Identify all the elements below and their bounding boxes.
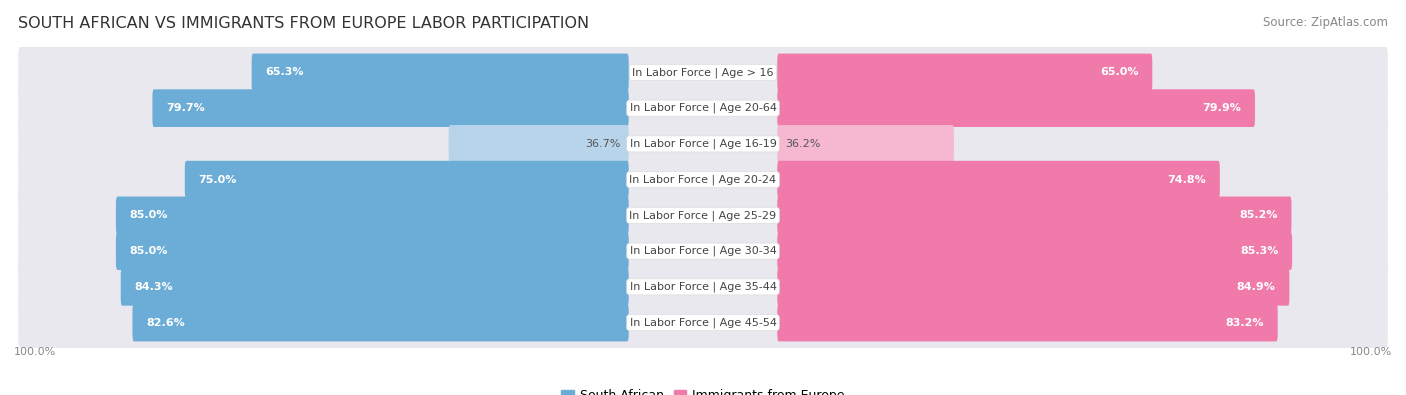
Text: 36.7%: 36.7% [585,139,620,149]
FancyBboxPatch shape [778,268,1289,306]
Text: Source: ZipAtlas.com: Source: ZipAtlas.com [1263,16,1388,29]
FancyBboxPatch shape [152,89,628,127]
Text: 100.0%: 100.0% [14,347,56,357]
Text: 85.2%: 85.2% [1239,211,1278,220]
Text: In Labor Force | Age 16-19: In Labor Force | Age 16-19 [630,139,776,149]
Text: 83.2%: 83.2% [1225,318,1264,327]
FancyBboxPatch shape [18,188,1388,243]
FancyBboxPatch shape [18,117,1388,171]
FancyBboxPatch shape [778,54,1153,91]
FancyBboxPatch shape [252,54,628,91]
Text: 84.3%: 84.3% [135,282,173,292]
Text: 75.0%: 75.0% [198,175,238,184]
Text: 85.3%: 85.3% [1240,246,1278,256]
FancyBboxPatch shape [115,232,628,270]
Text: 85.0%: 85.0% [129,246,169,256]
FancyBboxPatch shape [18,152,1388,207]
FancyBboxPatch shape [18,260,1388,314]
FancyBboxPatch shape [778,232,1292,270]
Text: 65.0%: 65.0% [1099,68,1139,77]
Text: In Labor Force | Age 35-44: In Labor Force | Age 35-44 [630,282,776,292]
FancyBboxPatch shape [18,45,1388,100]
FancyBboxPatch shape [778,89,1256,127]
FancyBboxPatch shape [778,304,1278,341]
FancyBboxPatch shape [18,295,1388,350]
FancyBboxPatch shape [18,81,1388,135]
FancyBboxPatch shape [449,125,628,163]
Text: In Labor Force | Age > 16: In Labor Force | Age > 16 [633,67,773,78]
Text: 36.2%: 36.2% [786,139,821,149]
Text: In Labor Force | Age 30-34: In Labor Force | Age 30-34 [630,246,776,256]
FancyBboxPatch shape [121,268,628,306]
Text: 79.7%: 79.7% [166,103,205,113]
Text: In Labor Force | Age 20-24: In Labor Force | Age 20-24 [630,174,776,185]
FancyBboxPatch shape [132,304,628,341]
Text: In Labor Force | Age 20-64: In Labor Force | Age 20-64 [630,103,776,113]
Text: In Labor Force | Age 25-29: In Labor Force | Age 25-29 [630,210,776,221]
Text: SOUTH AFRICAN VS IMMIGRANTS FROM EUROPE LABOR PARTICIPATION: SOUTH AFRICAN VS IMMIGRANTS FROM EUROPE … [18,16,589,31]
FancyBboxPatch shape [778,125,953,163]
Text: 74.8%: 74.8% [1167,175,1206,184]
Legend: South African, Immigrants from Europe: South African, Immigrants from Europe [555,384,851,395]
FancyBboxPatch shape [778,161,1220,198]
Text: 79.9%: 79.9% [1202,103,1241,113]
FancyBboxPatch shape [115,197,628,234]
Text: 65.3%: 65.3% [266,68,304,77]
Text: In Labor Force | Age 45-54: In Labor Force | Age 45-54 [630,317,776,328]
Text: 100.0%: 100.0% [1350,347,1392,357]
Text: 84.9%: 84.9% [1237,282,1275,292]
FancyBboxPatch shape [778,197,1292,234]
FancyBboxPatch shape [184,161,628,198]
FancyBboxPatch shape [18,224,1388,278]
Text: 82.6%: 82.6% [146,318,186,327]
Text: 85.0%: 85.0% [129,211,169,220]
